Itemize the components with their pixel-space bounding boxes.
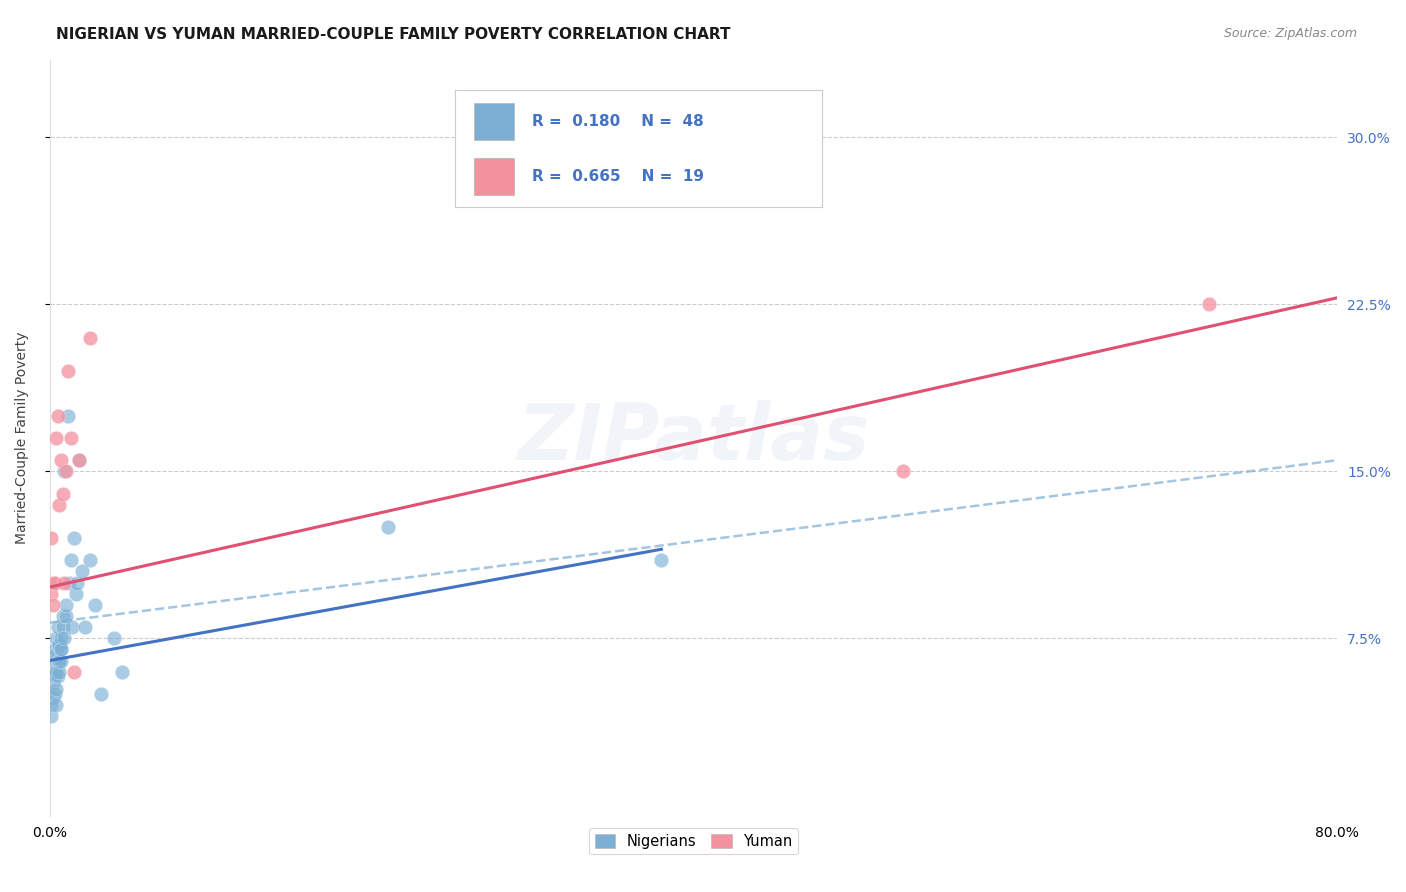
Point [79,331,101,345]
Point [46,620,69,634]
Text: Source: ZipAtlas.com: Source: ZipAtlas.com [1223,27,1357,40]
Point [55,464,77,478]
Point [44,642,66,657]
Point [79,553,101,567]
Point [55,598,77,612]
Point [44,653,66,667]
Point [48,665,70,679]
Point [55,609,77,624]
Point [60,620,83,634]
Point [42,675,65,690]
Point [44,575,66,590]
Point [53,632,76,646]
Point [41,698,63,712]
Point [46,638,69,652]
Point [103,632,125,646]
Point [42,691,65,706]
Point [48,498,70,512]
Point [49,453,72,467]
Point [45,682,67,697]
Point [52,486,75,500]
Point [90,687,112,701]
Point [891,464,914,478]
Point [45,647,67,661]
Point [111,665,134,679]
Point [52,620,75,634]
Point [42,575,65,590]
Point [63,531,86,545]
Point [46,669,69,683]
Point [59,553,82,567]
Point [75,620,97,634]
Point [41,709,63,723]
Point [67,453,90,467]
Legend: Nigerians, Yuman: Nigerians, Yuman [589,828,799,855]
Point [49,632,72,646]
Point [45,632,67,646]
Point [1198,297,1220,311]
Point [53,464,76,478]
Point [45,665,67,679]
Point [42,598,65,612]
Text: NIGERIAN VS YUMAN MARRIED-COUPLE FAMILY POVERTY CORRELATION CHART: NIGERIAN VS YUMAN MARRIED-COUPLE FAMILY … [56,27,731,42]
Point [63,665,86,679]
Point [83,598,105,612]
Point [49,653,72,667]
Point [46,409,69,423]
Point [46,653,69,667]
Point [650,553,672,567]
Point [41,531,63,545]
Point [66,575,89,590]
Point [45,698,67,712]
Point [41,587,63,601]
Point [49,642,72,657]
Point [377,520,399,534]
Point [65,587,87,601]
Point [44,687,66,701]
Point [48,638,70,652]
Point [70,565,93,579]
Point [48,653,70,667]
Point [58,575,80,590]
Point [56,409,79,423]
Point [45,431,67,445]
Text: ZIPatlas: ZIPatlas [517,400,870,476]
Point [42,665,65,679]
Point [53,575,76,590]
Y-axis label: Married-Couple Family Poverty: Married-Couple Family Poverty [15,332,30,544]
Point [67,453,90,467]
Point [52,609,75,624]
Point [59,431,82,445]
Point [49,642,72,657]
Point [44,669,66,683]
Point [56,364,79,378]
